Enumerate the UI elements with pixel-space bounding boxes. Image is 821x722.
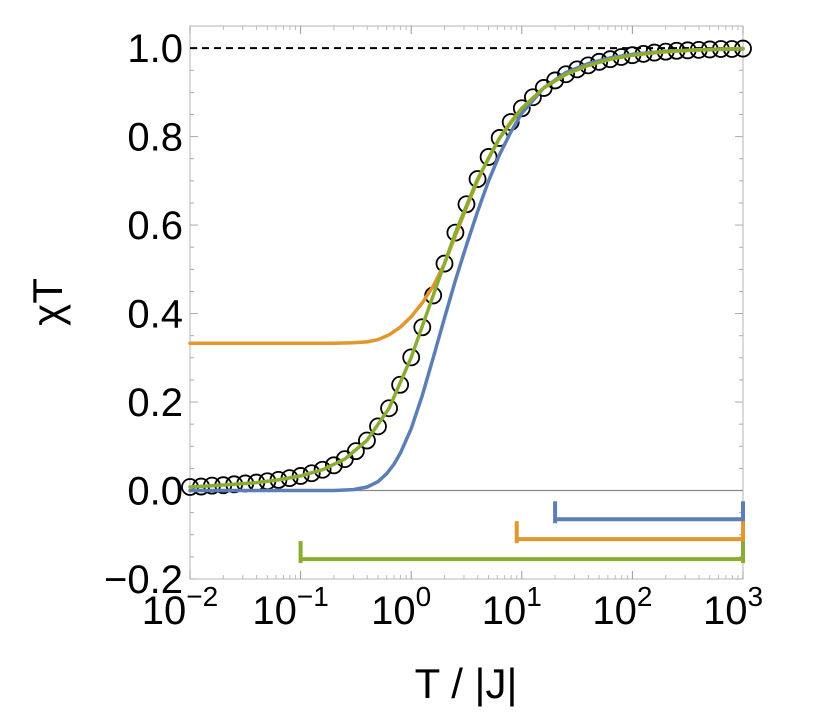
data-point-marker	[324, 456, 343, 475]
data-point-marker	[546, 71, 564, 90]
x-tick-label: 103	[703, 581, 763, 633]
green-range-bar	[298, 541, 745, 564]
data-point-marker	[457, 195, 476, 214]
tick-marks	[189, 26, 744, 580]
y-tick-label: 0.2	[127, 381, 183, 425]
y-tick-label: 0.4	[127, 293, 183, 337]
data-point-marker	[369, 417, 387, 436]
range-bars	[298, 501, 745, 564]
y-tick-label: −0.2	[104, 558, 183, 602]
y-tick-label: 0.8	[127, 116, 183, 160]
green-curve	[188, 46, 745, 489]
y-tick-label: 0.6	[127, 204, 183, 248]
data-point-marker	[413, 318, 432, 337]
data-point-marker	[557, 65, 575, 84]
y-tick-label: 0.0	[127, 470, 183, 514]
x-tick-label: 100	[371, 581, 431, 633]
x-tick-label: 102	[592, 581, 652, 633]
data-point-marker	[468, 170, 487, 188]
data-point-marker	[380, 399, 398, 418]
data-point-marker	[358, 431, 376, 450]
series-layer	[181, 39, 752, 496]
x-axis-label: T / |J|	[415, 660, 518, 707]
blue-curve	[188, 47, 745, 493]
data-point-marker	[446, 223, 465, 242]
x-tick-labels: 10−2 10−1 100 101 102 103	[142, 581, 763, 633]
data-point-marker	[524, 88, 542, 107]
plot-frame	[189, 25, 744, 580]
x-tick-label: 10−1	[252, 581, 328, 633]
data-point-marker	[435, 254, 454, 273]
y-axis-label: χT	[24, 278, 71, 326]
data-point-marker	[313, 460, 332, 479]
data-point-marker	[391, 375, 410, 394]
data-point-marker	[568, 60, 586, 79]
y-tick-labels: −0.2 0.0 0.2 0.4 0.6 0.8 1.0	[104, 27, 183, 602]
x-tick-label: 10−2	[142, 581, 218, 633]
x-tick-label: 101	[482, 581, 542, 633]
data-point-marker	[479, 148, 498, 166]
y-tick-label: 1.0	[127, 27, 183, 71]
blue-range-bar	[553, 501, 745, 524]
data-point-marker	[346, 442, 365, 461]
data-point-marker	[402, 348, 421, 367]
orange-range-bar	[514, 521, 745, 544]
